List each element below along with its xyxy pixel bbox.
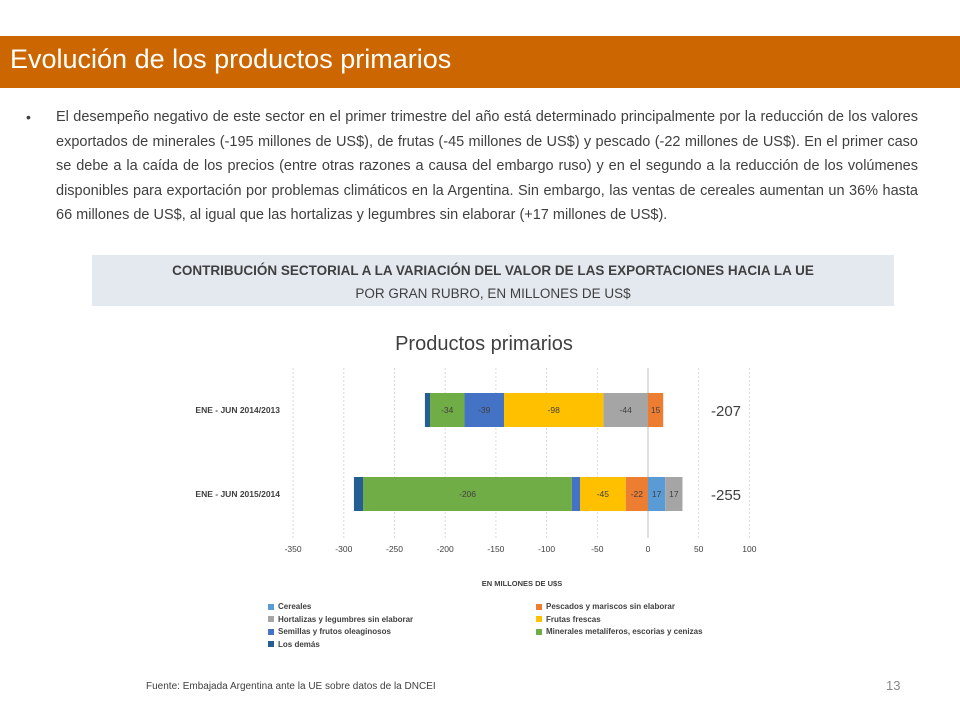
bar-segment bbox=[625, 477, 648, 511]
chart-header-band: CONTRIBUCIÓN SECTORIAL A LA VARIACIÓN DE… bbox=[92, 255, 894, 306]
bar-segment bbox=[648, 477, 666, 511]
legend-swatch bbox=[536, 603, 542, 610]
x-tick-label: -100 bbox=[538, 544, 555, 554]
bar-segment bbox=[424, 393, 430, 427]
x-tick-label: 50 bbox=[694, 544, 704, 554]
x-tick-label: 0 bbox=[646, 544, 651, 554]
legend-item: Pescados y mariscos sin elaborar bbox=[536, 602, 675, 611]
legend-swatch bbox=[536, 628, 542, 635]
legend-item: Los demás bbox=[268, 640, 320, 649]
legend-label: Pescados y mariscos sin elaborar bbox=[546, 602, 675, 611]
bar-segment bbox=[429, 393, 465, 427]
x-tick-label: -50 bbox=[591, 544, 604, 554]
bar-data-label: -22 bbox=[631, 489, 644, 499]
bar-data-label: -98 bbox=[548, 405, 561, 415]
legend-label: Frutas frescas bbox=[546, 614, 601, 624]
legend-label: Hortalizas y legumbres sin elaborar bbox=[278, 614, 414, 624]
legend-item: Hortalizas y legumbres sin elaborar bbox=[268, 615, 413, 624]
bar-data-label: -39 bbox=[478, 405, 491, 415]
band-title: CONTRIBUCIÓN SECTORIAL A LA VARIACIÓN DE… bbox=[172, 263, 814, 278]
x-tick-label: -250 bbox=[386, 544, 403, 554]
x-tick-label: -350 bbox=[285, 544, 302, 554]
bar-segment bbox=[665, 477, 683, 511]
total-label: -207 bbox=[711, 403, 741, 420]
bar-segment bbox=[571, 477, 581, 511]
legend-swatch bbox=[268, 603, 274, 610]
legend-swatch bbox=[536, 616, 542, 623]
legend-label: Cereales bbox=[278, 602, 312, 611]
body-paragraph: El desempeño negativo de este sector en … bbox=[56, 109, 918, 223]
x-tick-label: -200 bbox=[437, 544, 454, 554]
bar-data-label: 17 bbox=[669, 489, 679, 499]
slide-title: Evolución de los productos primarios bbox=[10, 44, 452, 74]
stacked-bar-chart: Productos primarios -350 -300 -250 -200 -150… bbox=[195, 333, 756, 588]
bar-data-label: -34 bbox=[441, 405, 454, 415]
legend-item: Frutas frescas bbox=[536, 615, 601, 624]
category-label: ENE - JUN 2014/2013 bbox=[195, 405, 280, 415]
chart-title: Productos primarios bbox=[395, 333, 573, 355]
band-subtitle: POR GRAN RUBRO, EN MILLONES DE US$ bbox=[355, 286, 631, 301]
legend-label: Los demás bbox=[278, 639, 320, 649]
legend-label: Minerales metalíferos, escorias y ceniza… bbox=[546, 627, 703, 636]
bar-data-label: 15 bbox=[651, 405, 661, 415]
legend-item: Semillas y frutos oleaginosos bbox=[268, 627, 391, 636]
source-note: Fuente: Embajada Argentina ante la UE so… bbox=[146, 681, 436, 692]
bar-data-label: -45 bbox=[597, 489, 610, 499]
x-tick-label: -150 bbox=[487, 544, 504, 554]
bar-segment bbox=[580, 477, 626, 511]
bar-segment bbox=[603, 393, 648, 427]
x-tick-label: 100 bbox=[742, 544, 756, 554]
legend-swatch bbox=[268, 628, 274, 635]
total-label: -255 bbox=[711, 487, 741, 504]
bar-segment bbox=[648, 393, 664, 427]
bar-segment bbox=[464, 393, 505, 427]
bar-data-label: -206 bbox=[459, 489, 476, 499]
bar-data-label: 17 bbox=[652, 489, 662, 499]
legend-item: Minerales metalíferos, escorias y ceniza… bbox=[536, 627, 703, 636]
bullet-marker: • bbox=[26, 109, 31, 125]
page-number: 13 bbox=[886, 678, 901, 693]
title-bar: Evolución de los productos primarios bbox=[0, 36, 960, 88]
bar-segment bbox=[363, 477, 572, 511]
legend-swatch bbox=[268, 641, 274, 648]
legend-item: Cereales bbox=[268, 602, 311, 611]
x-axis-label: EN MILLONES DE U$S bbox=[482, 579, 562, 588]
bar-data-label: -44 bbox=[620, 405, 633, 415]
bar-segment bbox=[504, 393, 604, 427]
bar-segment bbox=[353, 477, 364, 511]
legend-swatch bbox=[268, 616, 274, 623]
category-label: ENE - JUN 2015/2014 bbox=[195, 489, 280, 499]
legend-label: Semillas y frutos oleaginosos bbox=[278, 627, 391, 636]
x-tick-label: -300 bbox=[335, 544, 352, 554]
